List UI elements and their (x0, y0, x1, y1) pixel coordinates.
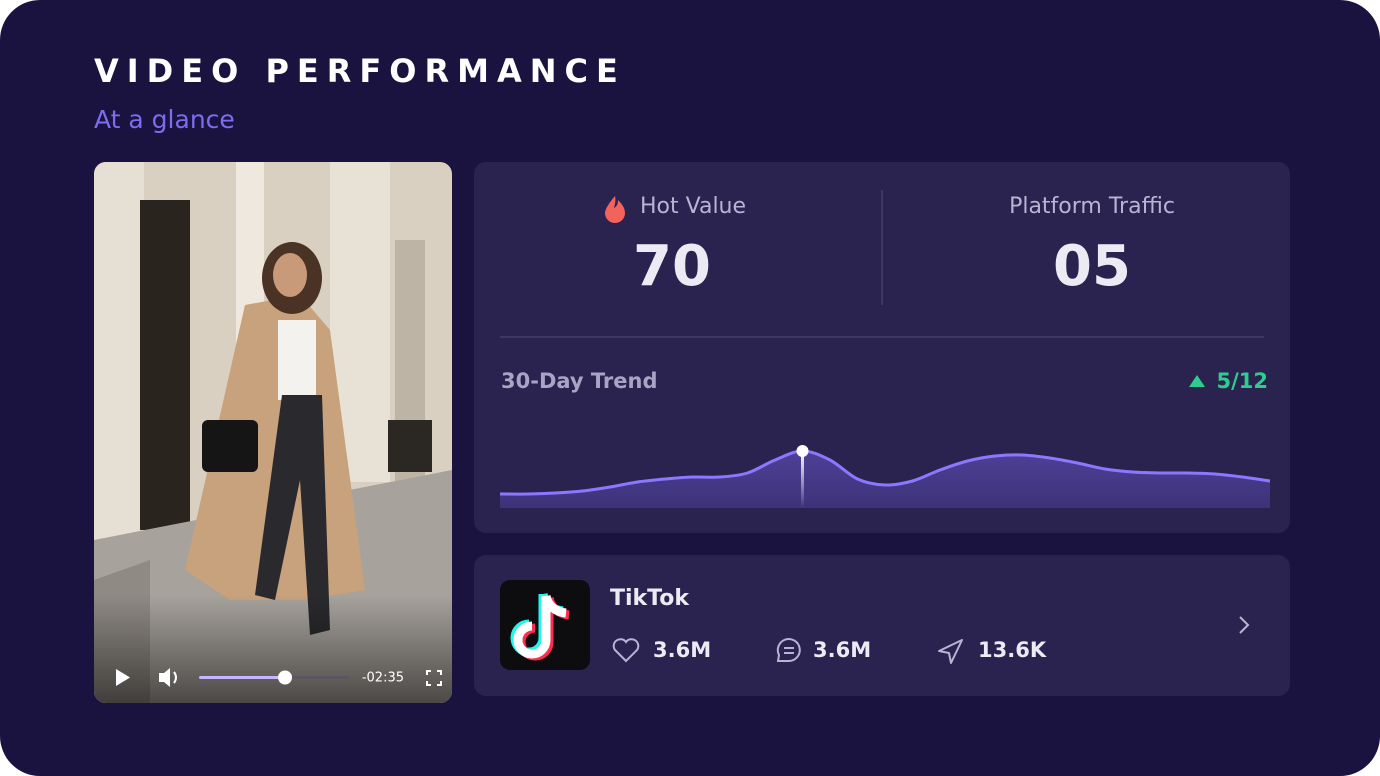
stat-label: Hot Value (640, 194, 746, 219)
trend-area (500, 451, 1270, 508)
stat-value: 70 (633, 234, 711, 299)
trend-change: 5/12 (1216, 369, 1268, 393)
share-icon (938, 639, 963, 664)
trend-chart (499, 445, 1271, 508)
stat-label: Platform Traffic (1009, 194, 1175, 219)
chevron-right[interactable] (1239, 616, 1250, 634)
fire-icon (605, 196, 625, 223)
stats-card (474, 162, 1290, 533)
shares-count: 13.6K (978, 638, 1047, 662)
trend-marker (796, 445, 809, 457)
trend-line (499, 449, 1271, 496)
tiktok-note (510, 592, 570, 661)
like-icon (612, 638, 640, 663)
trend-pin (801, 451, 804, 508)
page-subtitle: At a glance (94, 105, 235, 134)
page-title: VIDEO PERFORMANCE (94, 52, 626, 90)
progress-fill (199, 676, 285, 679)
volume-button[interactable] (159, 668, 177, 687)
trend-title: 30-Day Trend (501, 369, 658, 393)
platform-card[interactable] (474, 555, 1290, 696)
comment-icon (776, 638, 801, 662)
stat-value: 05 (1053, 234, 1131, 299)
video-player[interactable] (94, 162, 452, 703)
fullscreen-button[interactable] (426, 670, 442, 686)
platform-name: TikTok (610, 586, 690, 611)
comments-count: 3.6M (813, 638, 871, 662)
play-button[interactable] (116, 669, 130, 686)
video-time: -02:35 (362, 671, 404, 686)
video-shade (94, 162, 452, 703)
likes-count: 3.6M (653, 638, 711, 662)
trend-up-icon (1189, 375, 1205, 387)
progress-thumb[interactable] (278, 670, 292, 685)
